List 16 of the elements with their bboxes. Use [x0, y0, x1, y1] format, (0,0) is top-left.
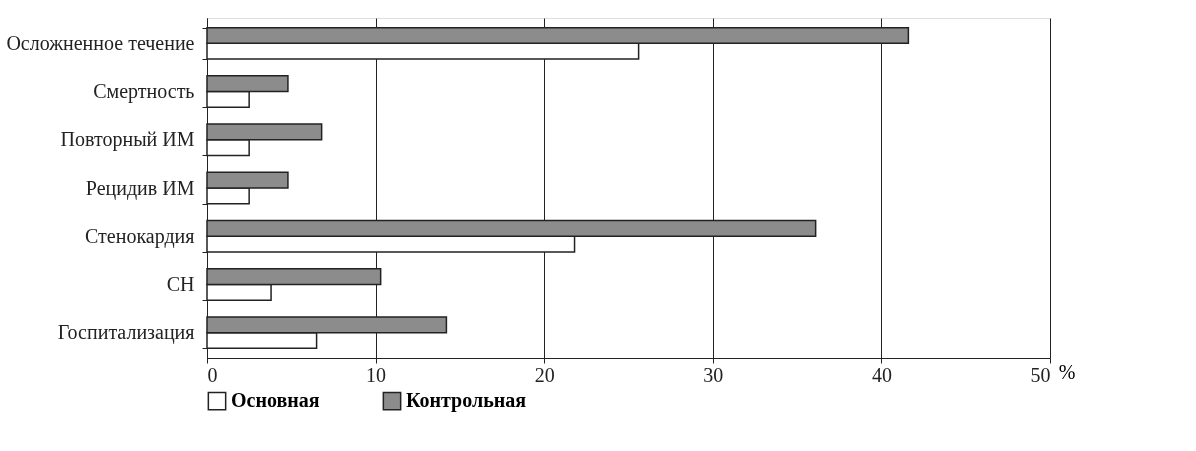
y-tick-label: Госпитализация — [57, 321, 195, 345]
x-tick-label: 20 — [534, 363, 555, 386]
x-tick-label: 10 — [366, 363, 387, 386]
x-tick-label: 30 — [703, 363, 724, 386]
y-tick-label: Смертность — [93, 80, 195, 104]
x-axis-title: % — [1058, 360, 1076, 383]
x-tick-label: 50 — [1030, 363, 1051, 386]
y-tick-label: Рецидив ИМ — [85, 176, 195, 200]
legend-label: Основная — [231, 389, 320, 412]
y-tick-label: Повторный ИМ — [60, 128, 195, 152]
y-tick-label: Осложненное течение — [6, 31, 195, 54]
y-tick-label: Стенокардия — [84, 224, 195, 248]
x-tick-label: 0 — [207, 363, 218, 386]
y-tick-label: СН — [166, 272, 195, 295]
x-tick-label: 40 — [871, 363, 892, 386]
legend-label: Контрольная — [406, 389, 527, 413]
